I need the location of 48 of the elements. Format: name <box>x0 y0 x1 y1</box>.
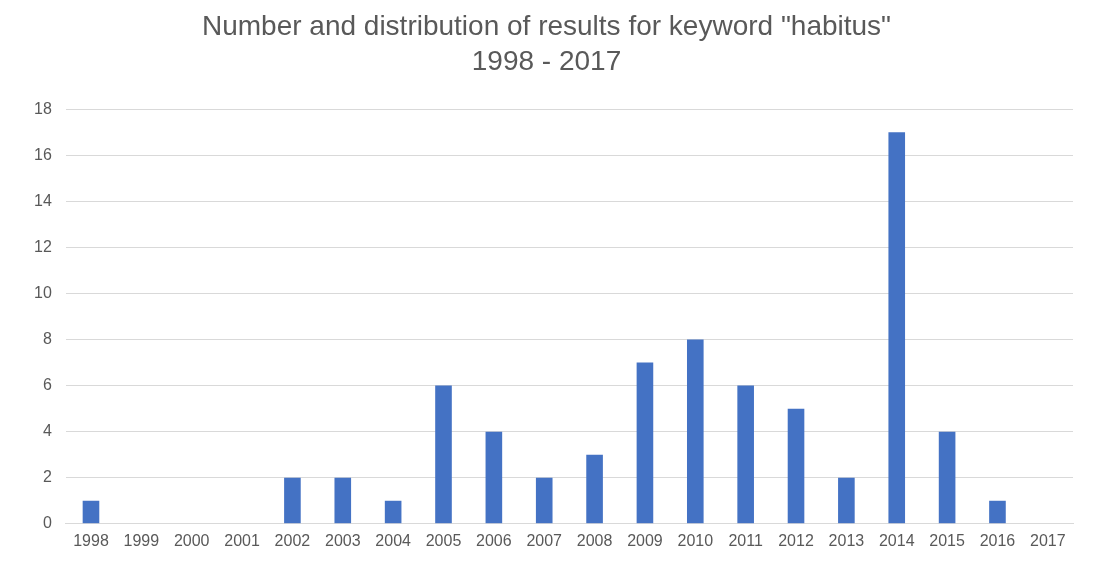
bar <box>838 477 855 524</box>
bar <box>535 477 553 524</box>
x-tick-label: 2001 <box>224 531 260 549</box>
x-tick-label: 2016 <box>979 531 1016 549</box>
x-tick-label: 1998 <box>73 531 109 549</box>
chart-title: Number and distribution of results for keyword "habitus" <box>201 9 892 41</box>
y-tick-label: 14 <box>34 191 52 209</box>
bar <box>82 500 100 524</box>
x-tick-label: 2010 <box>677 531 714 549</box>
x-tick-label: 2000 <box>173 531 210 549</box>
bar <box>686 339 704 524</box>
x-tick-label: 2009 <box>627 531 663 549</box>
y-tick-label: 18 <box>34 99 52 117</box>
x-tick-label: 2005 <box>425 531 462 549</box>
x-tick-label: 2017 <box>1030 531 1066 549</box>
bar <box>938 431 956 524</box>
x-tick-label: 2004 <box>375 531 412 549</box>
x-tick-label: 2007 <box>526 531 563 549</box>
x-tick-label: 2011 <box>728 531 763 549</box>
x-tick-label: 2003 <box>324 531 361 549</box>
bar <box>737 385 754 524</box>
bar <box>787 408 805 524</box>
y-tick-label: 0 <box>42 514 52 532</box>
x-tick-label: 2002 <box>274 531 311 549</box>
bar <box>384 500 402 524</box>
x-tick-label: 1999 <box>123 531 160 549</box>
bar <box>636 362 654 524</box>
bar <box>586 454 603 524</box>
x-tick-label: 2008 <box>576 531 613 549</box>
bar <box>989 500 1006 524</box>
bar <box>485 431 503 524</box>
y-tick-label: 6 <box>42 376 52 394</box>
x-tick-label: 2006 <box>476 531 512 549</box>
x-tick-label: 2015 <box>929 531 965 549</box>
y-tick-label: 16 <box>34 145 52 163</box>
x-tick-label: 2013 <box>828 531 865 549</box>
chart-subtitle: 1998 - 2017 <box>471 45 622 77</box>
bar <box>435 385 452 524</box>
x-tick-label: 2014 <box>878 531 915 549</box>
bar <box>334 477 352 524</box>
y-tick-label: 12 <box>34 237 52 255</box>
bar <box>888 132 906 524</box>
x-tick-label: 2012 <box>778 531 814 549</box>
bar <box>284 477 301 524</box>
y-tick-label: 4 <box>42 422 52 440</box>
y-tick-label: 10 <box>34 283 52 301</box>
y-tick-label: 2 <box>42 468 52 486</box>
y-tick-label: 8 <box>42 329 52 347</box>
